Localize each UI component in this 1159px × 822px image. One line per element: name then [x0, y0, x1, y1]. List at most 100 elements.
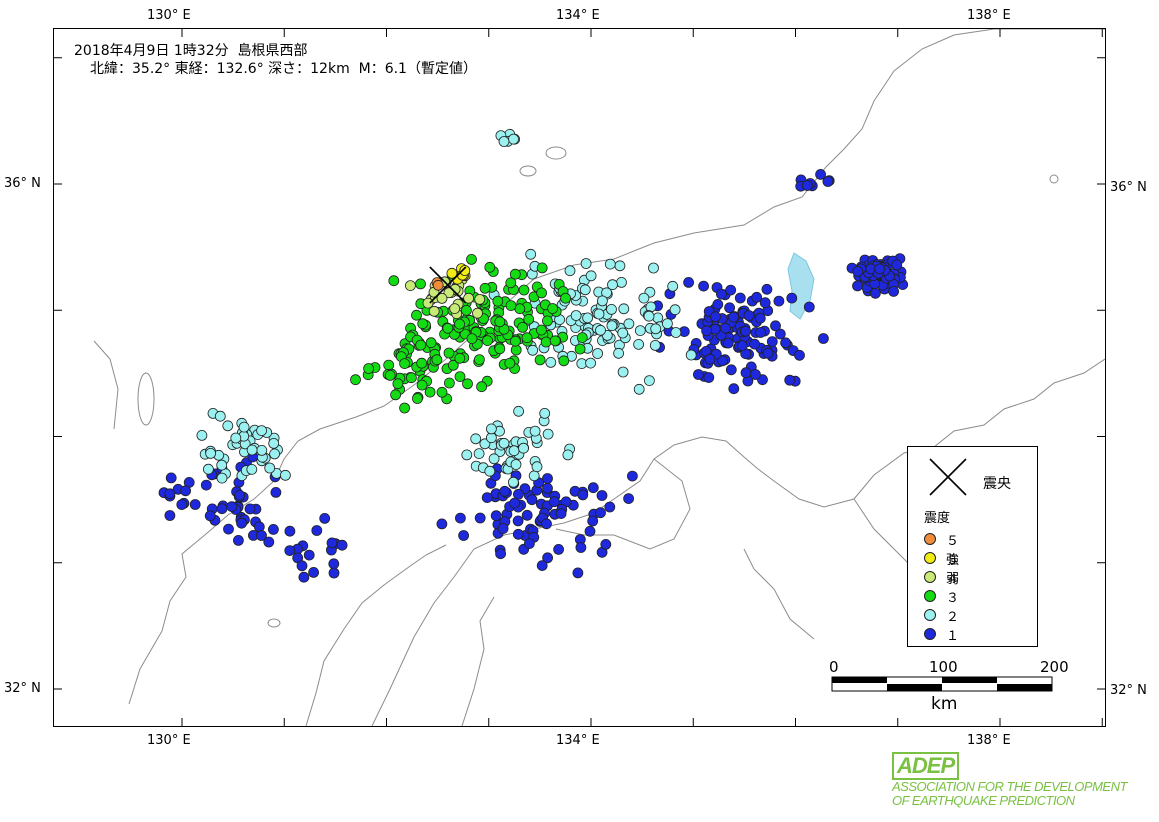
station-marker	[473, 354, 485, 366]
coastline-segment	[371, 358, 1105, 726]
station-marker	[734, 292, 746, 304]
station-marker	[460, 304, 472, 316]
station-marker	[484, 261, 496, 273]
station-marker	[411, 393, 423, 404]
station-marker	[490, 510, 502, 522]
lon-label-bottom-134: 134° E	[556, 733, 600, 748]
station-marker	[482, 335, 493, 347]
station-marker	[541, 518, 552, 530]
station-marker	[498, 136, 510, 147]
station-marker	[617, 327, 629, 339]
station-marker	[623, 493, 634, 505]
station-marker	[411, 309, 422, 321]
station-marker	[436, 292, 448, 304]
station-marker	[303, 549, 315, 561]
station-marker	[740, 367, 752, 379]
legend-item-label: ４	[946, 572, 960, 587]
station-marker	[545, 356, 557, 368]
legend-heading: 震度	[924, 511, 951, 526]
station-marker	[703, 372, 715, 383]
station-marker	[392, 378, 404, 390]
station-marker	[704, 353, 716, 365]
station-marker	[384, 369, 396, 381]
station-marker	[728, 383, 740, 395]
station-marker	[267, 523, 279, 535]
station-marker	[428, 305, 440, 317]
station-marker	[722, 337, 734, 349]
station-marker	[743, 310, 755, 321]
station-marker	[803, 301, 815, 313]
station-marker	[405, 372, 417, 384]
station-marker	[751, 291, 763, 303]
station-marker	[485, 423, 497, 435]
station-marker	[223, 523, 234, 535]
station-marker	[466, 253, 477, 265]
map-frame	[53, 28, 1106, 727]
station-marker	[717, 355, 728, 367]
station-marker	[685, 349, 697, 361]
adep-logo-mark: ADEP	[892, 752, 960, 780]
station-marker	[531, 461, 543, 473]
station-marker	[494, 316, 506, 328]
station-marker	[508, 445, 520, 457]
station-marker	[667, 280, 679, 292]
station-marker	[454, 352, 466, 364]
epicenter-cross-b	[429, 266, 467, 304]
station-marker	[560, 292, 572, 304]
station-marker	[818, 333, 829, 344]
station-marker	[296, 560, 308, 572]
station-marker	[570, 310, 582, 321]
station-marker	[481, 492, 493, 504]
adep-logo-line2: OF EARTHQUAKE PREDICTION	[892, 793, 1075, 808]
station-marker	[256, 425, 268, 437]
station-marker	[587, 482, 599, 494]
epicenter-cross-icon	[929, 458, 967, 496]
station-marker	[422, 297, 434, 309]
station-marker	[644, 375, 655, 387]
event-title: 2018年4月9日 1時32分 島根県西部 北緯：35.2° 東経：132.6°…	[70, 42, 481, 78]
station-marker	[495, 548, 507, 560]
station-marker	[459, 265, 471, 276]
station-marker	[579, 284, 591, 296]
station-marker	[416, 379, 428, 391]
station-marker	[529, 425, 541, 437]
island-outline	[267, 618, 281, 628]
station-marker	[263, 536, 275, 548]
graticule-ticks	[54, 29, 1105, 726]
station-marker	[595, 507, 606, 519]
station-marker	[269, 448, 281, 460]
lon-label-top-134: 134° E	[556, 8, 600, 23]
station-marker	[230, 432, 242, 444]
station-marker	[202, 463, 214, 475]
station-marker	[606, 303, 617, 315]
station-marker	[165, 472, 177, 484]
station-marker	[633, 383, 645, 395]
station-marker	[205, 447, 217, 459]
station-marker	[512, 515, 524, 527]
station-marker	[549, 335, 561, 347]
station-marker	[526, 494, 538, 506]
coastline-segment	[461, 596, 495, 726]
station-marker	[536, 262, 548, 274]
station-marker	[279, 469, 291, 481]
station-marker	[750, 369, 761, 380]
adep-logo-line1: ASSOCIATION FOR THE DEVELOPMENT	[892, 779, 1127, 794]
station-marker	[226, 501, 238, 513]
station-marker	[534, 354, 546, 366]
station-marker	[562, 449, 574, 461]
station-marker	[643, 310, 655, 322]
station-marker	[311, 525, 323, 536]
station-marker	[736, 340, 748, 351]
station-marker	[759, 297, 771, 309]
station-marker	[582, 312, 593, 324]
station-marker	[425, 337, 437, 349]
station-marker	[585, 270, 597, 282]
station-marker	[762, 347, 774, 359]
island-outline	[545, 146, 567, 160]
station-marker	[749, 338, 760, 350]
station-marker	[650, 323, 662, 335]
station-marker	[517, 321, 529, 333]
station-marker	[505, 277, 517, 289]
station-marker	[725, 364, 737, 376]
station-marker	[404, 280, 416, 292]
